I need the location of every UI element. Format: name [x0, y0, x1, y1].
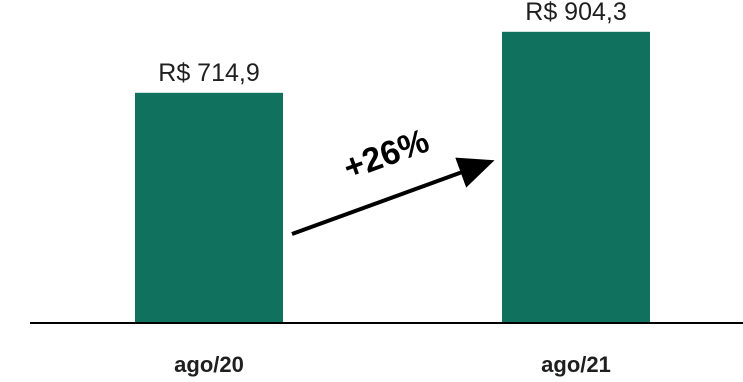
bar-ago-21 [502, 31, 650, 323]
bar-ago-20 [135, 92, 283, 323]
bars-group [135, 31, 650, 323]
x-tick-label-ago-21: ago/21 [541, 352, 611, 377]
value-labels-group: R$ 714,9 R$ 904,3 [158, 0, 626, 87]
value-label-ago-21: R$ 904,3 [525, 0, 626, 26]
tick-labels-group: ago/20 ago/21 [174, 352, 611, 377]
x-tick-label-ago-20: ago/20 [174, 352, 244, 377]
growth-arrow [291, 157, 495, 236]
value-label-ago-20: R$ 714,9 [158, 59, 259, 87]
growth-annotation: +26% [338, 122, 434, 188]
